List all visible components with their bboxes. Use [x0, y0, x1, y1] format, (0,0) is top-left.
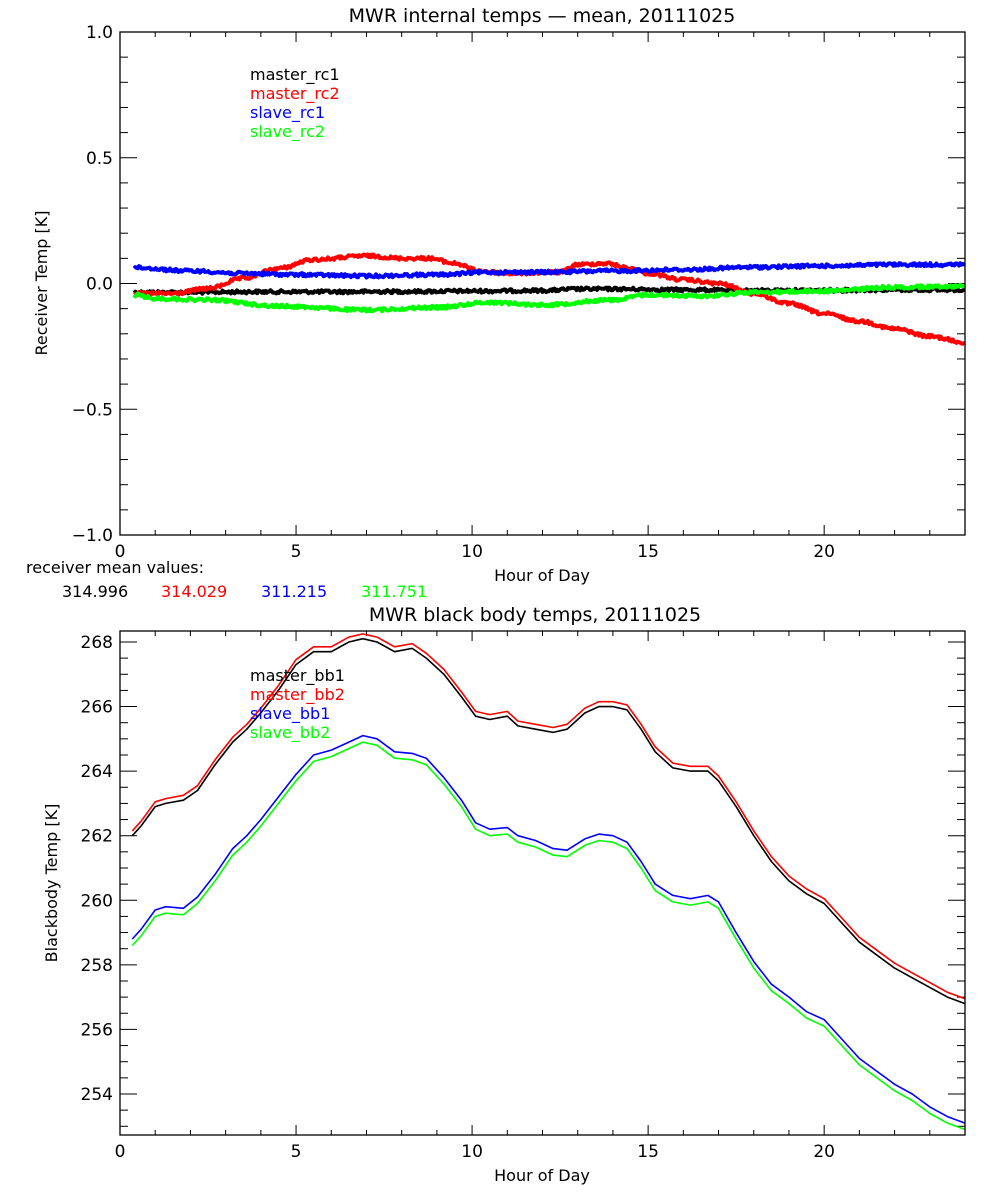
legend-entry-slave-bb1: slave_bb1	[250, 704, 330, 724]
legend-entry-master-rc2: master_rc2	[250, 84, 340, 104]
legend-entry-master-bb1: master_bb1	[250, 666, 345, 686]
y-tick-label: 262	[81, 827, 113, 847]
receiver-temp-chart: MWR internal temps — mean, 20111025 0 5 10…	[26, 5, 967, 601]
chart-title: MWR black body temps, 20111025	[369, 604, 701, 626]
y-tick-label: 260	[81, 891, 113, 911]
mean-value-master-rc2: 314.029	[161, 582, 227, 601]
y-tick-label: 254	[81, 1085, 113, 1105]
series-line-slave-bb1	[131, 734, 966, 1124]
y-axis-label: Blackbody Temp [K]	[42, 804, 61, 963]
legend-entry-slave-rc1: slave_rc1	[250, 103, 325, 123]
series-lines	[132, 252, 967, 346]
y-tick-label: 268	[81, 633, 113, 653]
y-tick-label: −0.5	[72, 400, 113, 420]
series-line-slave-rc2	[132, 282, 966, 314]
x-tick-label: 0	[115, 542, 126, 562]
mean-values-label: receiver mean values:	[26, 558, 204, 577]
x-tick-label: 15	[637, 1142, 659, 1162]
x-tick-label: 15	[637, 542, 659, 562]
y-tick-label: 264	[81, 762, 113, 782]
legend-entry-slave-rc2: slave_rc2	[250, 122, 325, 142]
series-lines	[131, 633, 966, 1131]
y-tick-label: 1.0	[86, 23, 113, 43]
mean-value-master-rc1: 314.996	[62, 582, 128, 601]
legend-entry-master-rc1: master_rc1	[250, 65, 340, 85]
x-tick-label: 0	[115, 1142, 126, 1162]
y-tick-label: 0.5	[86, 149, 113, 169]
x-tick-label: 10	[461, 1142, 483, 1162]
y-tick-label: 258	[81, 956, 113, 976]
y-tick-label: 0.0	[86, 275, 113, 295]
mean-value-slave-rc2: 311.751	[361, 582, 427, 601]
axes-ticks: 0 5 10 15 20 254 256 258 260 262 264 266 268	[81, 631, 966, 1162]
x-tick-label: 20	[813, 1142, 835, 1162]
axes-ticks: 0 5 10 15 20 −1.0 −0.5 0.0 0.5 1.0	[72, 23, 966, 562]
x-tick-label: 5	[291, 1142, 302, 1162]
x-axis-label: Hour of Day	[494, 1166, 590, 1185]
series-line-slave-bb2	[131, 741, 966, 1131]
legend-entry-master-bb2: master_bb2	[250, 685, 345, 705]
x-tick-label: 5	[291, 542, 302, 562]
legend-entry-slave-bb2: slave_bb2	[250, 723, 330, 743]
y-tick-label: 266	[81, 698, 113, 718]
plot-frame	[119, 630, 966, 1136]
y-axis-label: Receiver Temp [K]	[32, 210, 51, 355]
x-tick-label: 20	[813, 542, 835, 562]
x-tick-label: 10	[461, 542, 483, 562]
chart-title: MWR internal temps — mean, 20111025	[349, 5, 736, 27]
y-tick-label: −1.0	[72, 526, 113, 546]
x-axis-label: Hour of Day	[494, 566, 590, 585]
series-line-slave-rc1	[132, 261, 966, 280]
plot-frame	[119, 31, 966, 536]
series-line-master-bb1	[131, 637, 966, 1005]
blackbody-temp-chart: MWR black body temps, 20111025 0 5 10 15 20 2…	[42, 604, 966, 1185]
mean-value-slave-rc1: 311.215	[261, 582, 327, 601]
y-tick-label: 256	[81, 1020, 113, 1040]
series-line-master-bb2	[131, 633, 966, 1000]
